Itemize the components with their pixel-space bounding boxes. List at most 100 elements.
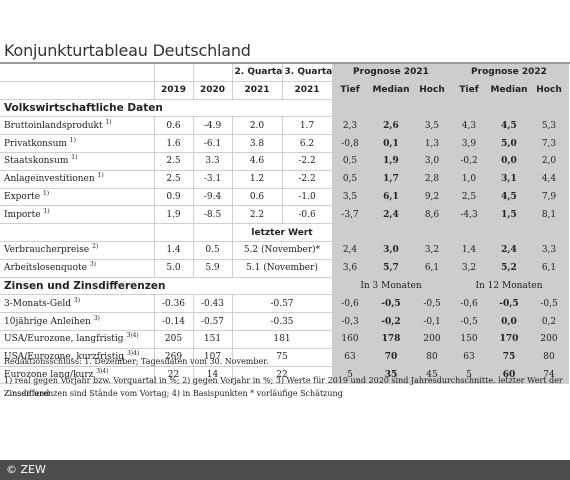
prognose-cell: 6,1 [414, 259, 451, 278]
prognose-cell: 7,3 [530, 134, 569, 153]
value-cell: -0.14 [154, 312, 194, 331]
value-cell: -0.6 [282, 205, 333, 225]
note-footnotes-1: 1) real gegen Vorjahr bzw. Vorquartal in… [4, 376, 563, 398]
value-cell: 1.6 [154, 134, 194, 153]
prognose-cell: -0,1 [414, 312, 451, 331]
prognose-cell: 2,5 [450, 188, 489, 207]
value-cell: 1.9 [154, 205, 194, 225]
prognose-median-cell: 178 [368, 330, 415, 349]
prognose-cell: 1,0 [450, 170, 489, 189]
footnote-marker: 1) [105, 118, 112, 126]
value-cell: 1.2 [232, 170, 283, 189]
note-footnotes-2: Zinsdifferenzen sind Stände vom Vortag; … [4, 389, 343, 398]
value-cell: 0.5 [193, 241, 233, 260]
table-row: Privatkonsum 1) 1.6 -6.1 3.8 6.2 -0,8 0,1 1,3 3,… [0, 134, 569, 153]
footnote-marker: 2) [92, 243, 99, 251]
prognose-cell: 1,3 [414, 134, 451, 153]
value-cell: 151 [193, 330, 233, 349]
prognose-cell: -0,5 [530, 294, 569, 314]
note-redaktionsschluss: Redaktionsschluss: 1. Dezember; Tagesdat… [4, 357, 269, 366]
row-label-cell: Staatskonsum 1) [0, 152, 155, 171]
footnote-marker: 1) [43, 207, 50, 215]
row-label-cell: 3-Monats-Geld 3) [0, 294, 155, 314]
prognose-median-cell: 35 [368, 366, 415, 385]
prognose-cell: 2,3 [332, 116, 369, 136]
header-letzter-wert: letzter Wert [232, 223, 333, 242]
row-label: USA/Eurozone, langfristig [4, 334, 124, 345]
header-hoch-2021: Hoch [414, 81, 451, 100]
prognose-cell: 80 [530, 348, 569, 367]
value-cell: 3.8 [232, 134, 283, 153]
title-divider [0, 62, 570, 64]
prognose-cell: -0,5 [450, 312, 489, 331]
prognose-cell: 8,6 [414, 205, 451, 225]
header-2021-q2: 2021 [232, 81, 283, 100]
table-row: 10jährige Anleihen 3) -0.14 -0.57 -0.35 -0,3… [0, 312, 569, 331]
table-row: USA/Eurozone, langfristig 3)4) 205 151 181 1… [0, 330, 569, 349]
letzter-wert-cell: 5.2 (November)* [232, 241, 333, 260]
value-cell: -0.43 [193, 294, 233, 314]
row-label-cell: 10jährige Anleihen 3) [0, 312, 155, 331]
header-in-3-monaten: In 3 Monaten [332, 277, 451, 296]
prognose-median-cell: 4,5 [488, 116, 531, 136]
row-label-cell: Exporte 1) [0, 188, 155, 207]
value-cell: 1.7 [282, 116, 333, 136]
prognose-cell: 2,0 [530, 152, 569, 171]
prognose-median-cell: 70 [368, 348, 415, 367]
header-hoch-2022: Hoch [530, 81, 569, 100]
row-label: Importe [4, 209, 41, 220]
letzter-wert-cell: 181 [232, 330, 333, 349]
row-label-cell: Eurozone lang/kurz 3)4) [0, 366, 155, 385]
prognose-cell: 74 [530, 366, 569, 385]
prognose-cell: -3,7 [332, 205, 369, 225]
header-q3: 3. Quartal [282, 64, 333, 82]
row-label: Anlageinvestitionen [4, 174, 95, 185]
value-cell: -4.9 [193, 116, 233, 136]
table-row: Verbraucherpreise 2) 1.4 0.5 5.2 (November)… [0, 241, 569, 260]
prognose-median-cell: 2,6 [368, 116, 415, 136]
header-median-2022: Median [488, 81, 531, 100]
section-volkswirtschaft: Volkswirtschaftliche Daten [0, 99, 333, 118]
value-cell: -3.1 [193, 170, 233, 189]
prognose-median-cell: 6,1 [368, 188, 415, 207]
prognose-median-cell: 4,5 [488, 188, 531, 207]
letzter-wert-cell: -0.35 [232, 312, 333, 331]
row-label: Verbraucherpreise [4, 245, 90, 256]
footnote-marker: 1) [42, 189, 50, 197]
header-median-2021: Median [368, 81, 415, 100]
table-row: Arbeitslosenquote 3) 5.0 5.9 5.1 (November)… [0, 259, 569, 278]
prognose-cell: -0,5 [414, 294, 451, 314]
prognose-cell: 0,5 [332, 152, 369, 171]
footnote-marker: 3)4) [126, 332, 139, 340]
prognose-median-cell: 5,7 [368, 259, 415, 278]
prognose-median-cell: -0,5 [488, 294, 531, 314]
footnote-marker: 3) [73, 296, 81, 304]
table-row: Eurozone lang/kurz 3)4) 22 14 22 5 35 45 5 60 74 [0, 366, 569, 385]
prognose-cell: 160 [332, 330, 369, 349]
value-cell: 205 [154, 330, 194, 349]
prognose-cell: -0,6 [450, 294, 489, 314]
header-tief-2021: Tief [332, 81, 369, 100]
prognose-cell: -0,2 [450, 152, 489, 171]
prognose-cell: 3,6 [332, 259, 369, 278]
row-label-cell: Importe 1) [0, 205, 155, 225]
table-row: Importe 1) 1.9 -8.5 2.2 -0.6 -3,7 2,4 8,6 -4,3 1,… [0, 205, 569, 225]
row-label: Staatskonsum [4, 156, 69, 167]
prognose-cell: 0,2 [530, 312, 569, 331]
value-cell: 5.0 [154, 259, 194, 278]
footer-bar: © ZEW [0, 460, 570, 480]
konjunktur-table: 2. Quartal 3. Quartal Prognose 2021 Prog… [0, 64, 569, 385]
prognose-median-cell: 1,9 [368, 152, 415, 171]
section-volkswirtschaft-row: Volkswirtschaftliche Daten [0, 99, 569, 118]
value-cell: 0.9 [154, 188, 194, 207]
table-row: Bruttoinlandsprodukt 1) 0.6 -4.9 2.0 1.7 2,3 2… [0, 116, 569, 136]
prognose-cell: 3,3 [530, 241, 569, 260]
value-cell: 2.5 [154, 152, 194, 171]
prognose-cell: 63 [332, 348, 369, 367]
prognose-cell: -0,8 [332, 134, 369, 153]
row-label: 3-Monats-Geld [4, 298, 71, 309]
prognose-median-cell: 3,0 [368, 241, 415, 260]
prognose-cell: 3,0 [414, 152, 451, 171]
prognose-cell: 8,1 [530, 205, 569, 225]
value-cell: 2.5 [154, 170, 194, 189]
